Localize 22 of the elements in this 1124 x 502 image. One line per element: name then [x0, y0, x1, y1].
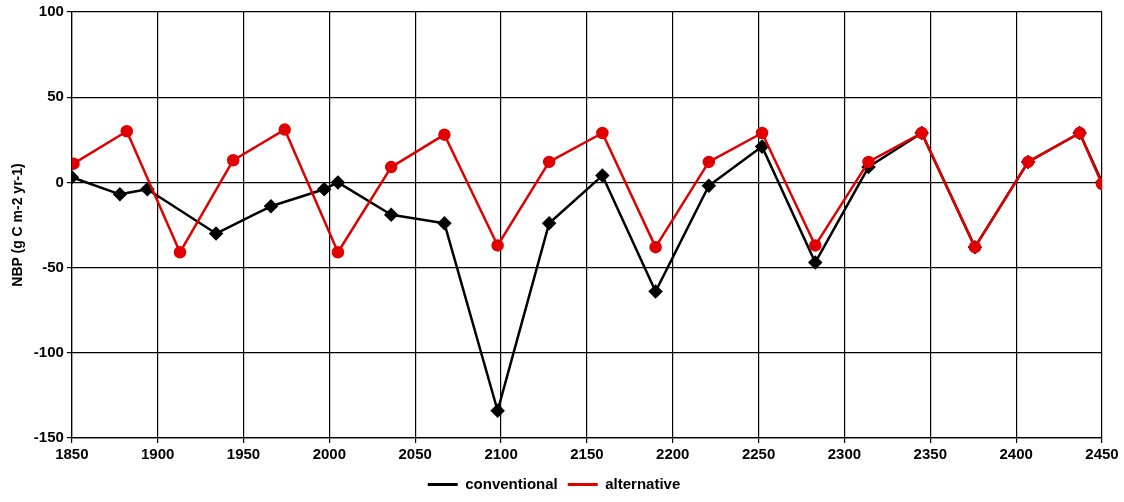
y-tick-label: -50 [42, 257, 64, 275]
x-tick-label: 2200 [656, 445, 690, 463]
y-tick-label: 50 [47, 87, 64, 105]
x-tick-label: 2050 [398, 445, 432, 463]
x-tick-label: 2450 [1085, 445, 1119, 463]
x-tick-label: 2250 [741, 445, 776, 463]
y-tick-label: 100 [38, 2, 64, 20]
x-tick-label: 2350 [913, 445, 947, 463]
y-tick-label: -150 [33, 428, 64, 446]
y-tick-label: 0 [55, 172, 64, 190]
x-tick-label: 1850 [55, 445, 89, 463]
y-axis-title: NBP (g C m-2 yr-1) [9, 163, 26, 287]
x-tick-label: 2150 [570, 445, 604, 463]
y-tick-label: -100 [33, 342, 64, 360]
legend-label: alternative [605, 474, 681, 492]
legend-label: conventional [465, 474, 558, 492]
x-tick-label: 2400 [999, 445, 1033, 463]
x-tick-label: 1950 [226, 445, 261, 463]
x-tick-label: 2000 [312, 445, 347, 463]
x-tick-label: 2300 [827, 445, 862, 463]
x-tick-label: 2100 [484, 445, 518, 463]
x-tick-label: 1900 [140, 445, 175, 463]
